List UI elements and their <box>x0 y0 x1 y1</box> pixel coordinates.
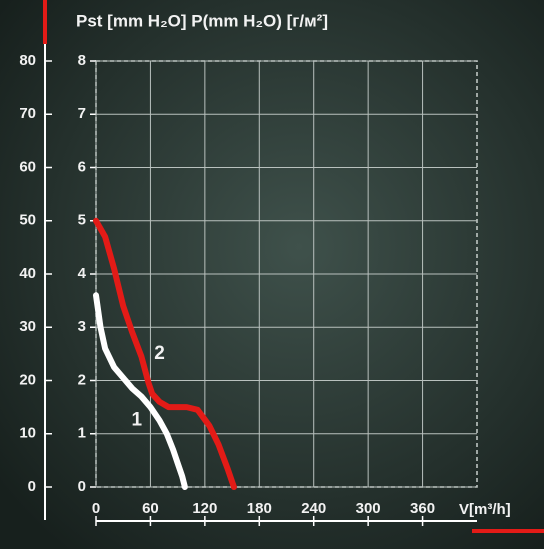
y-tick-label: 1 <box>78 425 86 442</box>
x-tick-label: 60 <box>142 500 159 517</box>
x-tick-label: 360 <box>410 500 435 517</box>
series-line <box>93 217 237 490</box>
series-label: 1 <box>132 409 143 430</box>
y2-tick-label: 70 <box>19 105 36 122</box>
series-label: 2 <box>154 343 165 364</box>
y2-tick-label: 20 <box>19 371 36 388</box>
y-tick-label: 7 <box>78 105 86 122</box>
series-line <box>93 292 188 490</box>
y-tick-label: 6 <box>78 158 86 175</box>
y2-tick-label: 0 <box>28 478 36 495</box>
chart-title: Pst [mm H₂O] P(mm H₂O) [г/м²] <box>76 11 328 30</box>
y2-tick-label: 10 <box>19 425 36 442</box>
x-tick-label: 240 <box>301 500 326 517</box>
y-tick-label: 0 <box>78 478 86 495</box>
y-tick-label: 8 <box>78 52 86 69</box>
x-tick-label: 180 <box>247 500 272 517</box>
x-tick-label: 0 <box>92 500 100 517</box>
y2-tick-label: 60 <box>19 158 36 175</box>
y2-tick-label: 40 <box>19 265 36 282</box>
x-axis-label: V[m³/h] <box>459 501 511 518</box>
x-tick-label: 300 <box>356 500 381 517</box>
y-tick-label: 4 <box>78 265 87 282</box>
y2-tick-label: 50 <box>19 212 36 229</box>
y2-tick-label: 30 <box>19 318 36 335</box>
y2-tick-label: 80 <box>19 52 36 69</box>
x-tick-label: 120 <box>192 500 217 517</box>
y-tick-label: 3 <box>78 318 86 335</box>
y-tick-label: 5 <box>78 212 86 229</box>
y-tick-label: 2 <box>78 371 86 388</box>
